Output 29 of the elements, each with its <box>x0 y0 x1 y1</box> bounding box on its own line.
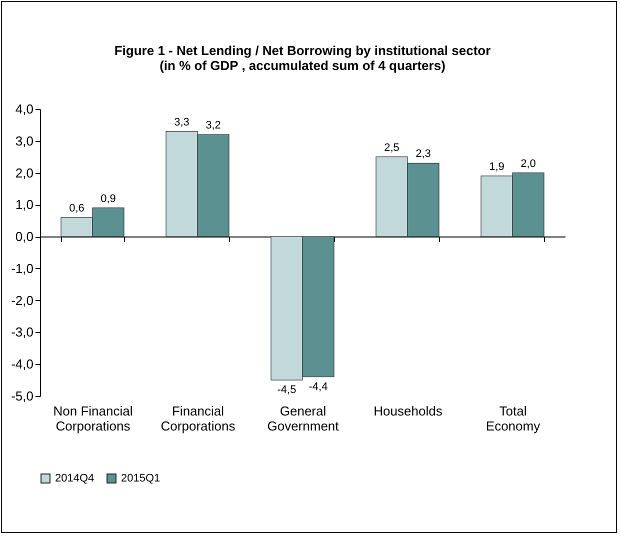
y-tick-label: -1,0 <box>11 260 34 276</box>
y-tick-label: 3,0 <box>15 133 34 148</box>
y-tick-label: -2,0 <box>11 292 34 308</box>
data-label: -4,4 <box>308 380 328 393</box>
data-label: 2,3 <box>416 148 431 160</box>
chart-subtitle: (in % of GDP , accumulated sum of 4 quarters) <box>160 58 446 73</box>
data-label: -4,5 <box>277 384 296 396</box>
y-tick-label: -5,0 <box>11 388 34 404</box>
data-label: 2,5 <box>384 142 400 154</box>
legend-label: 2014Q4 <box>55 472 94 485</box>
x-tick-label: Non Financial Corporations <box>53 404 133 434</box>
data-label: 3,3 <box>174 116 190 128</box>
y-tick-label: -4,0 <box>11 356 34 372</box>
data-label: 0,6 <box>69 202 84 214</box>
y-tick-label: 2,0 <box>15 165 34 180</box>
legend-label: 2015Q1 <box>121 472 160 485</box>
x-tick-label: Total Economy <box>486 404 541 434</box>
data-label: 1,9 <box>489 160 504 173</box>
y-tick-label: 1,0 <box>15 197 34 212</box>
x-tick-label: Households <box>374 404 443 418</box>
y-tick-label: 0,0 <box>15 229 34 244</box>
data-label: 0,9 <box>100 192 116 205</box>
x-tick-label: General Government <box>267 404 340 434</box>
data-label: 2,0 <box>520 158 536 170</box>
y-tick-label: -3,0 <box>11 324 34 340</box>
y-tick-label: 4,0 <box>15 102 34 116</box>
chart-title: Figure 1 - Net Lending / Net Borrowing by institutional sector <box>114 43 491 58</box>
data-label: 3,2 <box>206 120 221 132</box>
x-tick-label: Financial Corporations <box>160 404 236 434</box>
